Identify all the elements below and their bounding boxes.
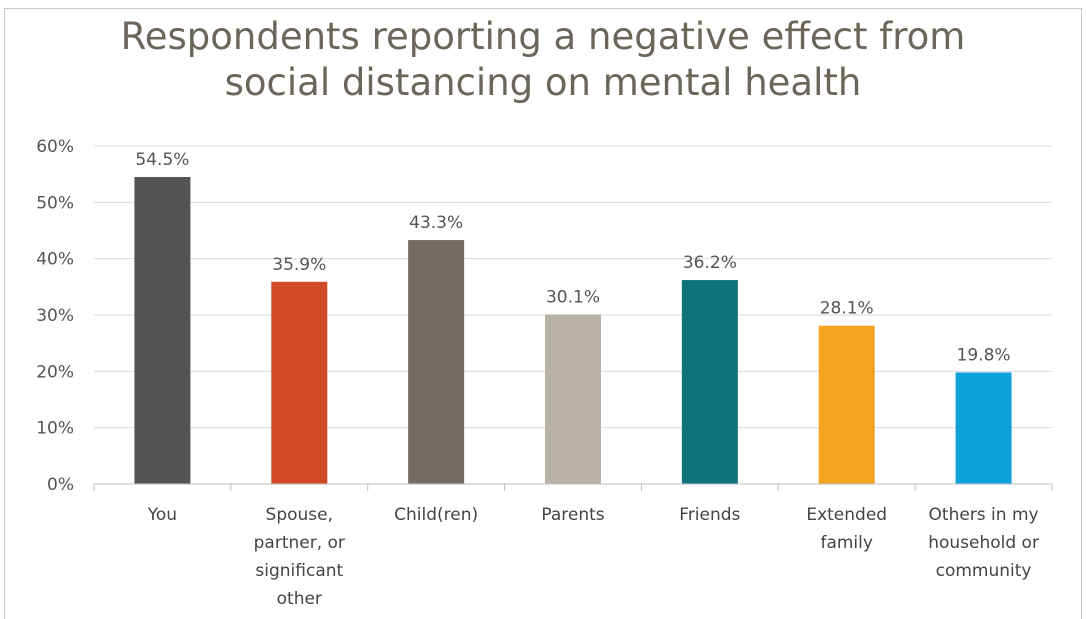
y-axis-ticks: 0% 10% 20% 30% 40% 50% 60% [36,137,74,495]
data-label: 43.3% [409,213,463,233]
bar [134,176,191,484]
y-tick-label: 30% [36,306,74,326]
bar [545,314,601,484]
y-tick-label: 50% [36,193,74,213]
data-label: 30.1% [546,287,600,307]
y-tick-label: 40% [36,250,74,270]
category-label: You [147,505,177,525]
chart-frame [4,8,1082,619]
data-label: 36.2% [683,253,737,273]
category-label: Friends [679,505,740,525]
category-label: Extended family [806,505,887,553]
bar [408,240,465,484]
bar [271,281,328,484]
category-label: Spouse, partner, or significant other [254,505,345,609]
data-label: 28.1% [820,299,874,319]
y-tick-label: 10% [36,419,74,439]
chart-title: Respondents reporting a negative effect … [120,15,966,104]
bar [818,325,875,484]
y-tick-label: 20% [36,362,74,382]
data-label: 54.5% [135,150,189,170]
data-label: 35.9% [272,255,326,275]
x-axis: You Spouse, partner, or significant other Chi… [93,483,1053,609]
bars [134,176,1012,484]
y-tick-label: 60% [36,137,74,157]
category-label: Parents [541,505,604,525]
y-tick-label: 0% [47,475,74,495]
bar [955,372,1012,484]
data-labels: 54.5% 35.9% 43.3% 30.1% 36.2% 28.1% 19.8% [135,150,1010,365]
bar [681,280,738,484]
category-label: Others in my household or community [928,505,1039,581]
data-label: 19.8% [957,345,1011,365]
category-label: Child(ren) [394,505,478,525]
